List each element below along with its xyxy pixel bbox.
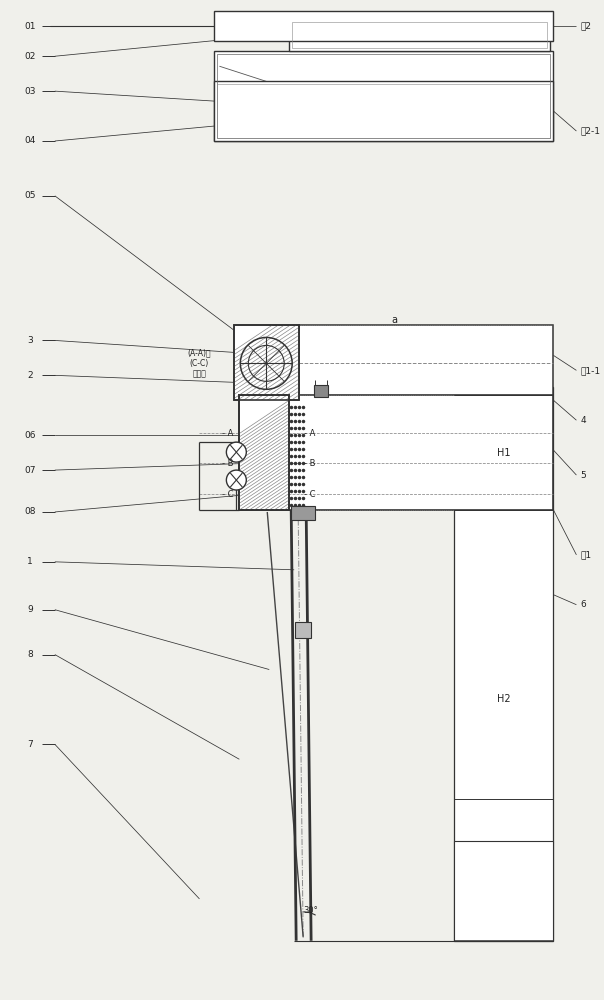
Text: 4: 4 xyxy=(580,416,586,425)
Text: - A: - A xyxy=(222,429,233,438)
Bar xyxy=(217,54,550,138)
Text: 图1: 图1 xyxy=(580,550,591,559)
Text: - B: - B xyxy=(304,459,316,468)
Text: 图1-1: 图1-1 xyxy=(580,366,600,375)
Text: 03: 03 xyxy=(24,87,36,96)
Circle shape xyxy=(226,442,246,462)
Text: 08: 08 xyxy=(24,507,36,516)
Text: 3: 3 xyxy=(27,336,33,345)
Bar xyxy=(234,325,299,400)
Text: 9: 9 xyxy=(27,605,33,614)
Text: 8: 8 xyxy=(27,650,33,659)
Bar xyxy=(214,81,553,141)
Text: a: a xyxy=(391,315,397,325)
Text: 05: 05 xyxy=(24,191,36,200)
Bar xyxy=(289,19,550,51)
Text: 图2-1: 图2-1 xyxy=(580,127,600,136)
Bar xyxy=(454,387,553,941)
Bar xyxy=(454,841,553,941)
Text: 01: 01 xyxy=(24,22,36,31)
Text: 30°: 30° xyxy=(304,906,318,915)
Bar xyxy=(289,395,553,510)
Text: H2: H2 xyxy=(496,694,510,704)
Text: 04: 04 xyxy=(24,136,36,145)
Bar xyxy=(239,395,289,510)
Text: H1: H1 xyxy=(497,448,510,458)
Bar xyxy=(292,22,547,48)
Text: 06: 06 xyxy=(24,431,36,440)
Bar xyxy=(234,325,299,400)
Text: (A-A)和
(C-C)
剖视图: (A-A)和 (C-C) 剖视图 xyxy=(188,348,211,378)
Bar xyxy=(214,11,553,41)
Text: 图2: 图2 xyxy=(580,22,591,31)
Bar xyxy=(217,84,550,138)
Text: - B: - B xyxy=(222,459,233,468)
Bar xyxy=(295,622,311,638)
Text: - A: - A xyxy=(304,429,315,438)
Text: 02: 02 xyxy=(24,52,36,61)
Bar xyxy=(214,51,553,141)
Text: - C: - C xyxy=(222,490,233,499)
Text: 5: 5 xyxy=(580,471,586,480)
Text: 6: 6 xyxy=(580,600,586,609)
Text: 1: 1 xyxy=(27,557,33,566)
Text: 07: 07 xyxy=(24,466,36,475)
Text: - C: - C xyxy=(304,490,316,499)
Bar xyxy=(299,325,553,400)
Text: 2: 2 xyxy=(27,371,33,380)
Bar xyxy=(314,385,328,397)
Bar xyxy=(239,395,289,510)
Circle shape xyxy=(226,470,246,490)
Text: 7: 7 xyxy=(27,740,33,749)
Bar xyxy=(291,506,315,520)
